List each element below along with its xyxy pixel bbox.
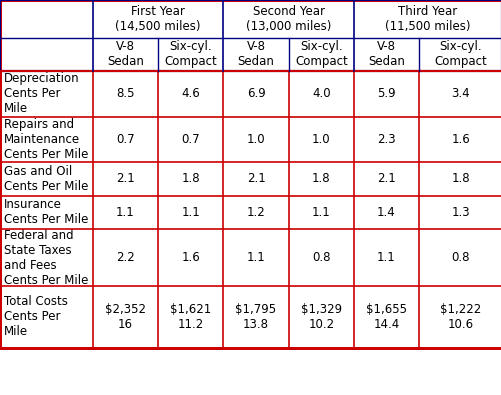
Text: 0.8: 0.8: [450, 251, 469, 264]
Text: 1.4: 1.4: [376, 206, 395, 219]
Text: 3.4: 3.4: [450, 87, 469, 100]
Text: Six-cyl.
Compact: Six-cyl. Compact: [164, 40, 217, 68]
Text: V-8
Sedan: V-8 Sedan: [237, 40, 274, 68]
Text: 0.7: 0.7: [181, 133, 200, 146]
Text: $1,222
10.6: $1,222 10.6: [439, 303, 480, 331]
Text: 1.6: 1.6: [450, 133, 469, 146]
Text: 5.9: 5.9: [376, 87, 395, 100]
Text: Insurance
Cents Per Mile: Insurance Cents Per Mile: [4, 198, 88, 226]
Text: 2.2: 2.2: [116, 251, 135, 264]
Text: 2.1: 2.1: [376, 172, 395, 185]
Text: 0.8: 0.8: [312, 251, 330, 264]
Bar: [0, 0, 501, 348]
Text: $1,655
14.4: $1,655 14.4: [365, 303, 406, 331]
Text: $1,621
11.2: $1,621 11.2: [170, 303, 211, 331]
Text: Total Costs
Cents Per
Mile: Total Costs Cents Per Mile: [4, 295, 68, 339]
Text: 2.1: 2.1: [116, 172, 135, 185]
Text: 4.0: 4.0: [311, 87, 330, 100]
Text: 8.5: 8.5: [116, 87, 134, 100]
Text: 0.7: 0.7: [116, 133, 135, 146]
Text: First Year
(14,500 miles): First Year (14,500 miles): [115, 5, 200, 33]
Bar: [0, 0, 501, 348]
Text: 1.0: 1.0: [311, 133, 330, 146]
Text: Depreciation
Cents Per
Mile: Depreciation Cents Per Mile: [4, 72, 80, 115]
Text: 1.3: 1.3: [450, 206, 469, 219]
Bar: [0, 0, 501, 71]
Text: 1.1: 1.1: [311, 206, 330, 219]
Text: V-8
Sedan: V-8 Sedan: [367, 40, 404, 68]
Text: $1,795
13.8: $1,795 13.8: [235, 303, 276, 331]
Text: 1.1: 1.1: [116, 206, 135, 219]
Text: 2.3: 2.3: [376, 133, 395, 146]
Text: Gas and Oil
Cents Per Mile: Gas and Oil Cents Per Mile: [4, 165, 88, 193]
Text: Six-cyl.
Compact: Six-cyl. Compact: [294, 40, 347, 68]
Text: Repairs and
Maintenance
Cents Per Mile: Repairs and Maintenance Cents Per Mile: [4, 118, 88, 161]
Text: 1.8: 1.8: [181, 172, 200, 185]
Text: 1.8: 1.8: [450, 172, 469, 185]
Text: 1.0: 1.0: [246, 133, 265, 146]
Text: Third Year
(11,500 miles): Third Year (11,500 miles): [384, 5, 470, 33]
Text: 1.8: 1.8: [311, 172, 330, 185]
Text: Federal and
State Taxes
and Fees
Cents Per Mile: Federal and State Taxes and Fees Cents P…: [4, 229, 88, 287]
Text: 1.6: 1.6: [181, 251, 200, 264]
Text: $1,329
10.2: $1,329 10.2: [300, 303, 341, 331]
Text: 1.1: 1.1: [376, 251, 395, 264]
Text: 1.1: 1.1: [246, 251, 265, 264]
Text: Six-cyl.
Compact: Six-cyl. Compact: [433, 40, 486, 68]
Text: 1.1: 1.1: [181, 206, 200, 219]
Text: Second Year
(13,000 miles): Second Year (13,000 miles): [245, 5, 331, 33]
Text: 2.1: 2.1: [246, 172, 265, 185]
Text: $2,352
16: $2,352 16: [105, 303, 146, 331]
Bar: [0, 0, 501, 71]
Text: 4.6: 4.6: [181, 87, 200, 100]
Text: 6.9: 6.9: [246, 87, 265, 100]
Text: 1.2: 1.2: [246, 206, 265, 219]
Text: V-8
Sedan: V-8 Sedan: [107, 40, 144, 68]
